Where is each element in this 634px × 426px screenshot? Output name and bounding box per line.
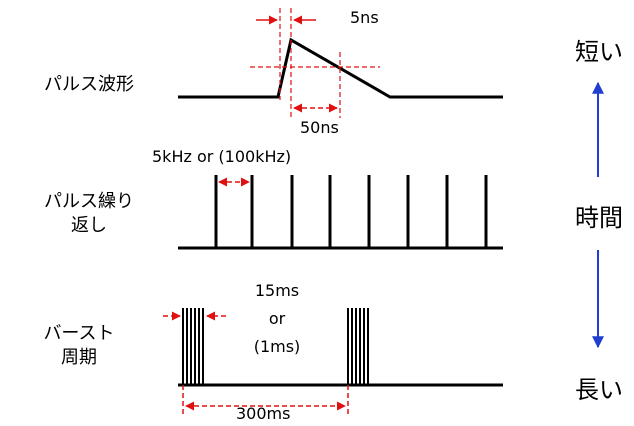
time-scale-long-label: 長い <box>575 376 623 404</box>
pulse-waveform-label: パルス波形 <box>44 74 134 95</box>
time-scale-label: 時間 <box>575 204 623 232</box>
pulse-repetition-label-line2: 返し <box>71 215 107 236</box>
pulse-repetition-label-line1: パルス繰り <box>44 191 134 212</box>
pulse-train <box>178 175 503 250</box>
rise-time-label: 5ns <box>350 8 379 27</box>
burst-period-arrow <box>182 385 349 415</box>
burst-period-label-line2: 周期 <box>61 347 97 368</box>
burst-duration-label-line2: or <box>268 309 286 328</box>
fall-time-label: 50ns <box>300 118 339 137</box>
time-scale-short-label: 短い <box>575 38 623 66</box>
burst-period-label: バースト 周期 <box>24 322 134 370</box>
repetition-rate-label: 5kHz or (100kHz) <box>152 147 292 166</box>
burst-group-1 <box>182 308 204 385</box>
burst-period-label-line1: バースト <box>43 323 115 344</box>
burst-duration-label-line1: 15ms <box>254 281 300 300</box>
pulse-waveform-dimensions <box>250 8 380 118</box>
burst-duration-label-line3: (1ms) <box>253 337 301 356</box>
burst-interval-label: 300ms <box>236 404 291 423</box>
burst-train <box>178 308 503 387</box>
pulse-repetition-label: パルス繰り 返し <box>24 190 154 238</box>
burst-group-2 <box>347 308 369 385</box>
